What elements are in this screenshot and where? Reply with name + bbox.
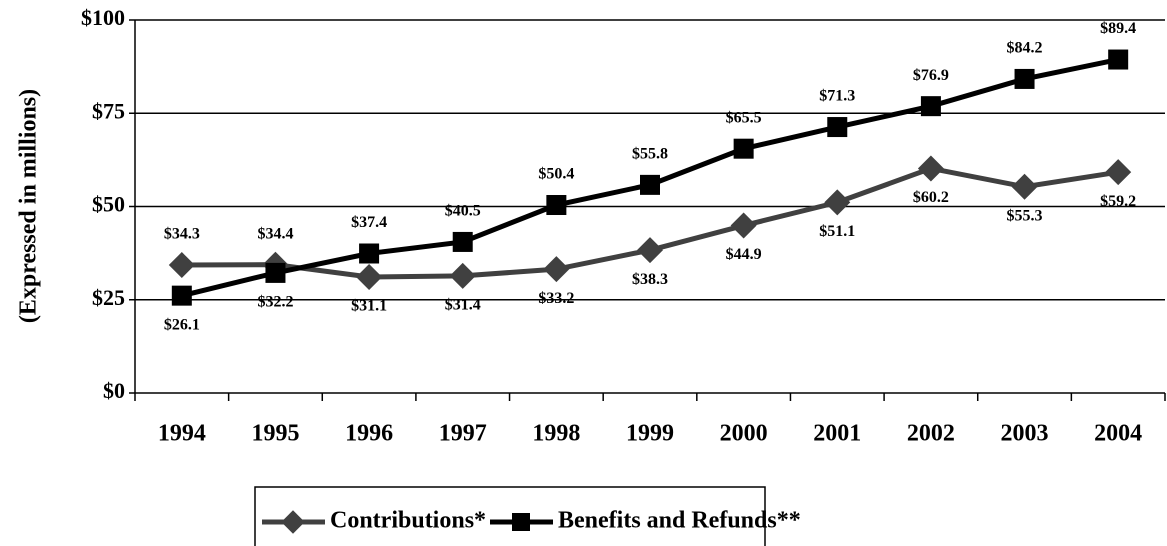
legend-label: Benefits and Refunds** <box>558 508 801 534</box>
data-label: $38.3 <box>632 271 668 288</box>
y-tick-label: $100 <box>81 5 125 30</box>
data-label: $65.5 <box>726 109 762 126</box>
marker <box>1105 159 1132 186</box>
marker <box>824 189 851 216</box>
marker <box>637 237 663 264</box>
data-label: $55.3 <box>1007 207 1043 224</box>
data-label: $76.9 <box>913 67 949 84</box>
data-label: $44.9 <box>726 246 762 263</box>
data-label: $84.2 <box>1007 40 1043 57</box>
x-tick-label: 1995 <box>251 421 299 447</box>
data-label: $26.1 <box>164 316 200 333</box>
y-tick-label: $25 <box>92 285 125 310</box>
data-label: $34.4 <box>257 225 293 242</box>
data-label: $31.1 <box>351 298 387 315</box>
marker <box>917 155 944 182</box>
x-tick-label: 1999 <box>626 421 674 447</box>
marker <box>546 195 567 216</box>
data-label: $40.5 <box>445 203 481 220</box>
x-tick-label: 2002 <box>907 421 955 447</box>
marker <box>1108 49 1129 70</box>
x-tick-label: 2000 <box>720 421 768 447</box>
data-label: $60.2 <box>913 189 949 206</box>
data-label: $51.1 <box>819 223 855 240</box>
x-tick-label: 2001 <box>813 421 861 447</box>
marker <box>730 212 757 239</box>
marker <box>171 285 192 306</box>
y-tick-label: $0 <box>103 378 125 403</box>
data-label: $31.4 <box>445 297 481 314</box>
x-tick-label: 2003 <box>1001 421 1049 447</box>
x-tick-label: 2004 <box>1094 421 1142 447</box>
x-tick-label: 1998 <box>532 421 580 447</box>
marker <box>452 231 473 252</box>
data-label: $33.2 <box>538 290 574 307</box>
data-label: $50.4 <box>538 166 574 183</box>
data-label: $37.4 <box>351 214 387 231</box>
x-tick-label: 1997 <box>439 421 487 447</box>
data-label: $32.2 <box>257 294 293 311</box>
y-axis-label: (Expressed in millions) <box>16 89 42 323</box>
data-label: $59.2 <box>1100 193 1136 210</box>
marker <box>356 263 383 290</box>
data-label: $71.3 <box>819 88 855 105</box>
legend-box <box>254 486 766 546</box>
marker <box>168 252 195 279</box>
marker <box>1014 68 1035 89</box>
y-tick-label: $50 <box>92 192 125 217</box>
marker <box>281 510 305 534</box>
x-tick-label: 1994 <box>158 421 206 447</box>
data-label: $89.4 <box>1100 20 1136 37</box>
data-label: $55.8 <box>632 146 668 163</box>
marker <box>449 262 476 289</box>
marker <box>733 138 754 159</box>
marker <box>640 174 660 195</box>
x-tick-label: 1996 <box>345 421 393 447</box>
data-label: $34.3 <box>164 226 200 243</box>
marker <box>827 117 848 138</box>
marker <box>359 243 380 264</box>
marker <box>1011 173 1038 200</box>
marker <box>920 96 941 117</box>
marker <box>512 513 530 531</box>
y-tick-label: $75 <box>92 98 125 123</box>
marker <box>265 262 286 283</box>
legend-label: Contributions* <box>330 508 486 534</box>
marker <box>543 256 570 283</box>
